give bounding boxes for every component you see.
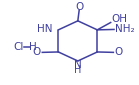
Text: H: H — [29, 42, 37, 52]
Text: O: O — [33, 47, 41, 57]
Text: Cl: Cl — [14, 42, 24, 52]
Text: HN: HN — [37, 24, 52, 34]
Text: OH: OH — [111, 14, 127, 24]
Text: O: O — [75, 2, 83, 11]
Text: N: N — [74, 60, 82, 70]
Text: NH₂: NH₂ — [115, 24, 134, 34]
Text: O: O — [115, 47, 123, 57]
Text: H: H — [74, 65, 81, 75]
